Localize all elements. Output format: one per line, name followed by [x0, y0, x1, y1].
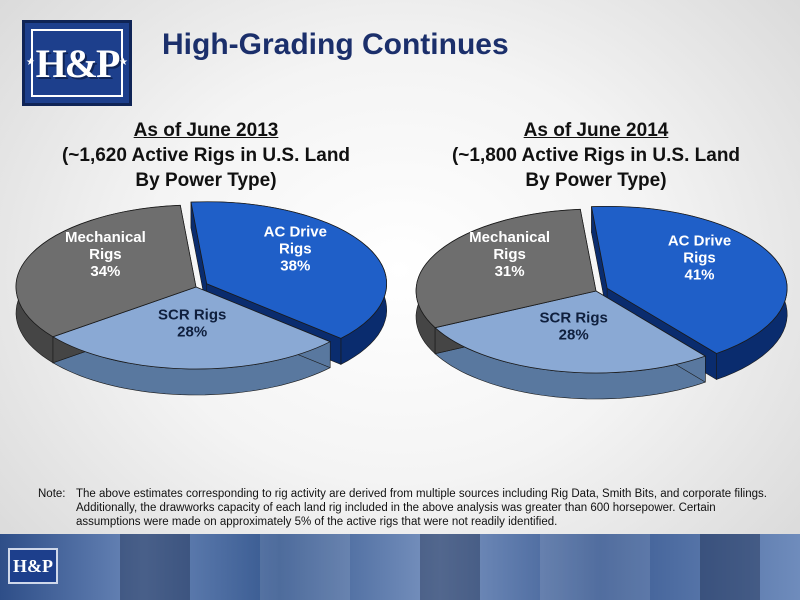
pie-chart-0: AC Drive Rigs 38% SCR Rigs 28% Mechanical Rigs…	[15, 201, 388, 396]
star-icon: ★	[26, 57, 35, 68]
pie-slice-label: AC Drive Rigs 41%	[668, 233, 731, 284]
banner-photo-panel	[420, 534, 480, 600]
pie-slice-label: Mechanical Rigs 34%	[65, 229, 146, 280]
star-icon: ★	[119, 57, 128, 68]
banner-photo-panel	[700, 534, 760, 600]
chart-heading-2014: As of June 2014 (~1,800 Active Rigs in U…	[426, 118, 766, 193]
chart-heading-subtitle: By Power Type)	[525, 170, 667, 191]
chart-heading-2013: As of June 2013 (~1,620 Active Rigs in U…	[36, 118, 376, 193]
company-logo: H&P ★ ★	[22, 20, 132, 106]
footer-logo: H&P	[8, 548, 58, 584]
pie-slice	[52, 286, 332, 370]
pie-slice	[434, 290, 707, 374]
pie-slice-label: SCR Rigs 28%	[540, 309, 608, 343]
pie-chart-1: AC Drive Rigs 41% SCR Rigs 28% Mechanical Rigs…	[415, 206, 788, 400]
pie-slice	[415, 208, 597, 329]
footnote: Note: The above estimates corresponding …	[38, 487, 768, 529]
banner-photo-panel	[120, 534, 190, 600]
footer-banner: H&P	[0, 534, 800, 600]
pie-charts: AC Drive Rigs 38% SCR Rigs 28% Mechanical Rigs…	[15, 201, 788, 400]
footnote-label: Note:	[38, 488, 66, 500]
chart-heading-date: As of June 2014	[523, 120, 669, 141]
chart-heading-date: As of June 2013	[133, 120, 279, 141]
pie-slice	[591, 206, 788, 354]
chart-heading-subtitle: (~1,620 Active Rigs in U.S. Land	[61, 145, 351, 166]
logo-border: H&P	[31, 29, 123, 97]
pie-slice	[15, 204, 197, 338]
banner-photo-panel	[260, 534, 350, 600]
pie-slice-label: AC Drive Rigs 38%	[264, 224, 327, 275]
footnote-text: The above estimates corresponding to rig…	[76, 488, 767, 528]
pie-slice	[190, 201, 388, 339]
pie-slice-label: SCR Rigs 28%	[158, 307, 226, 341]
logo-text: H&P	[35, 40, 121, 86]
chart-heading-subtitle: By Power Type)	[135, 170, 277, 191]
page-title: High-Grading Continues	[162, 28, 509, 61]
pie-slice-label: Mechanical Rigs 31%	[469, 229, 550, 280]
banner-photo-panel	[540, 534, 650, 600]
chart-heading-subtitle: (~1,800 Active Rigs in U.S. Land	[451, 145, 741, 166]
